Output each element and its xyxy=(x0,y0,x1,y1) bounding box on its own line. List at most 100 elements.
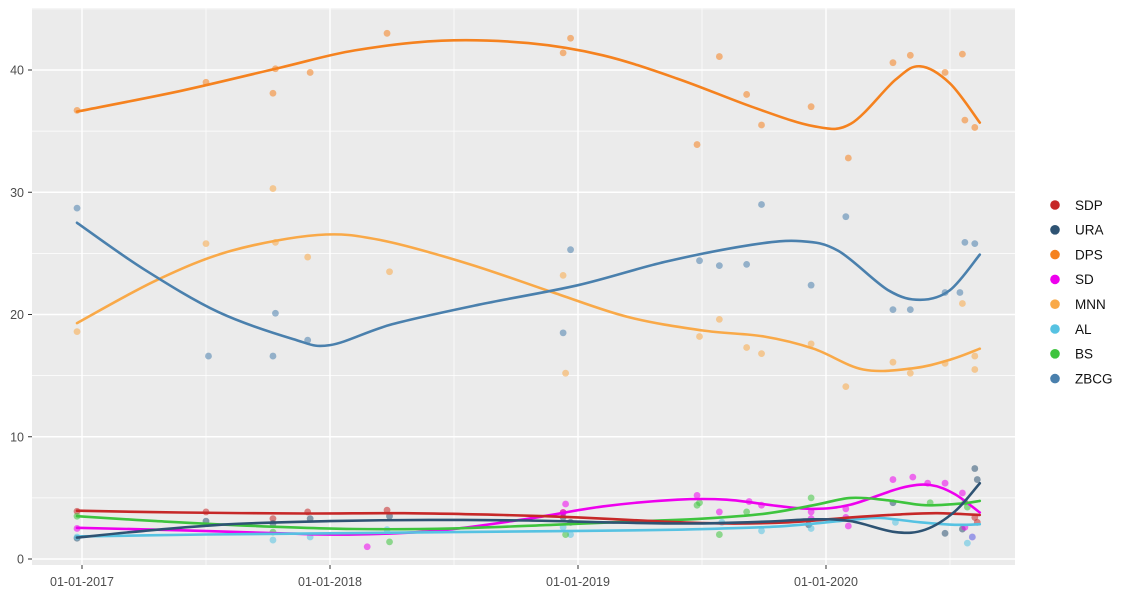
x-axis-label: 01-01-2017 xyxy=(50,575,114,589)
y-axis-label: 40 xyxy=(10,64,24,78)
y-axis-label: 0 xyxy=(17,553,24,567)
panel-background xyxy=(32,8,1015,565)
legend-dot-DPS xyxy=(1050,249,1060,260)
legend-dot-SD xyxy=(1050,274,1060,285)
legend-label-SDP: SDP xyxy=(1075,198,1103,213)
scatter-point-MNN xyxy=(386,268,393,276)
scatter-point-DPS xyxy=(941,69,949,76)
scatter-point-SD xyxy=(363,543,371,551)
smooth-line-ZBCG xyxy=(75,221,982,348)
scatter-point-ZBCG xyxy=(559,329,567,337)
scatter-point-BS xyxy=(386,538,393,546)
scatter-point-AL xyxy=(269,536,277,544)
scatter-point-ZBCG xyxy=(956,289,964,296)
scatter-point-DPS xyxy=(743,91,751,98)
scatter-point-AL xyxy=(968,533,976,541)
scatter-point-DPS xyxy=(807,103,815,111)
x-axis-label: 01-01-2020 xyxy=(794,575,858,589)
scatter-point-MNN xyxy=(959,300,966,307)
scatter-point-ZBCG xyxy=(842,213,850,221)
scatter-point-ZBCG xyxy=(696,257,703,265)
scatter-point-SD xyxy=(909,473,917,481)
scatter-point-DPS xyxy=(715,53,723,60)
legend-dot-MNN xyxy=(1050,299,1060,310)
smooth-line-BS xyxy=(75,496,982,531)
legend-dot-URA xyxy=(1050,225,1060,235)
scatter-point-ZBCG xyxy=(971,240,979,247)
scatter-point-MNN xyxy=(971,352,979,360)
smooth-line-AL xyxy=(75,516,982,538)
scatter-point-URA xyxy=(386,512,393,520)
scatter-point-ZBCG xyxy=(73,204,81,212)
scatter-point-AL xyxy=(963,539,971,547)
scatter-point-MNN xyxy=(202,240,210,247)
scatter-point-MNN xyxy=(559,271,567,279)
scatter-point-URA xyxy=(941,529,949,537)
scatter-point-DPS xyxy=(559,49,567,57)
scatter-point-ZBCG xyxy=(961,238,969,246)
scatter-point-URA xyxy=(971,465,979,472)
scatter-point-MNN xyxy=(758,350,765,358)
scatter-point-DPS xyxy=(693,141,701,148)
scatter-point-DPS xyxy=(567,34,574,42)
smooth-line-DPS xyxy=(75,38,982,131)
scatter-point-MNN xyxy=(304,253,312,261)
scatter-point-ZBCG xyxy=(889,306,897,314)
scatter-point-ZBCG xyxy=(758,201,765,208)
scatter-point-MNN xyxy=(807,340,815,348)
y-axis-label: 30 xyxy=(10,186,24,200)
legend-dot-SDP xyxy=(1050,200,1060,210)
scatter-point-MNN xyxy=(562,369,569,377)
smooth-line-URA xyxy=(75,481,982,539)
legend-label-ZBCG: ZBCG xyxy=(1075,371,1113,386)
scatter-point-SDP xyxy=(269,515,277,523)
scatter-point-MNN xyxy=(889,358,897,366)
legend-label-MNN: MNN xyxy=(1075,297,1106,312)
scatter-point-BS xyxy=(562,531,569,538)
scatter-point-ZBCG xyxy=(269,352,277,360)
scatter-point-ZBCG xyxy=(807,281,815,289)
scatter-point-BS xyxy=(715,531,723,538)
scatter-point-DPS xyxy=(889,59,897,67)
scatter-point-MNN xyxy=(696,333,703,340)
scatter-point-DPS xyxy=(906,51,914,59)
scatter-point-MNN xyxy=(743,344,751,351)
scatter-point-ZBCG xyxy=(567,246,574,254)
scatter-point-MNN xyxy=(906,369,914,377)
scatter-point-ZBCG xyxy=(205,352,212,360)
y-axis-label: 10 xyxy=(10,430,24,444)
legend-dot-AL xyxy=(1050,324,1060,334)
legend-label-URA: URA xyxy=(1075,223,1104,238)
scatter-point-MNN xyxy=(269,185,277,192)
scatter-point-SDP xyxy=(383,506,391,514)
scatter-point-SD xyxy=(889,476,897,483)
scatter-point-ZBCG xyxy=(743,260,751,268)
scatter-point-MNN xyxy=(971,366,979,373)
legend-label-AL: AL xyxy=(1075,322,1092,337)
scatter-point-DPS xyxy=(758,121,765,129)
legend-label-BS: BS xyxy=(1075,347,1093,362)
scatter-point-URA xyxy=(973,476,981,483)
scatter-point-MNN xyxy=(73,328,81,336)
scatter-point-AL xyxy=(567,531,574,538)
scatter-point-SD xyxy=(844,522,852,530)
scatter-point-SD xyxy=(959,489,966,497)
scatter-point-MNN xyxy=(715,315,723,323)
scatter-point-ZBCG xyxy=(272,309,279,317)
smooth-line-SDP xyxy=(75,509,982,525)
scatter-point-BS xyxy=(743,508,751,516)
scatter-point-MNN xyxy=(842,383,850,391)
scatter-point-BS xyxy=(807,494,815,502)
smooth-line-MNN xyxy=(75,233,982,373)
scatter-point-AL xyxy=(758,527,765,535)
scatter-point-SD xyxy=(693,492,701,499)
x-axis-label: 01-01-2018 xyxy=(298,575,362,589)
scatter-point-SD xyxy=(807,508,815,516)
scatter-point-ZBCG xyxy=(715,262,723,269)
scatter-point-ZBCG xyxy=(906,306,914,314)
scatter-point-BS xyxy=(696,499,703,507)
y-axis-label: 20 xyxy=(10,308,24,322)
scatter-point-SD xyxy=(941,479,949,487)
